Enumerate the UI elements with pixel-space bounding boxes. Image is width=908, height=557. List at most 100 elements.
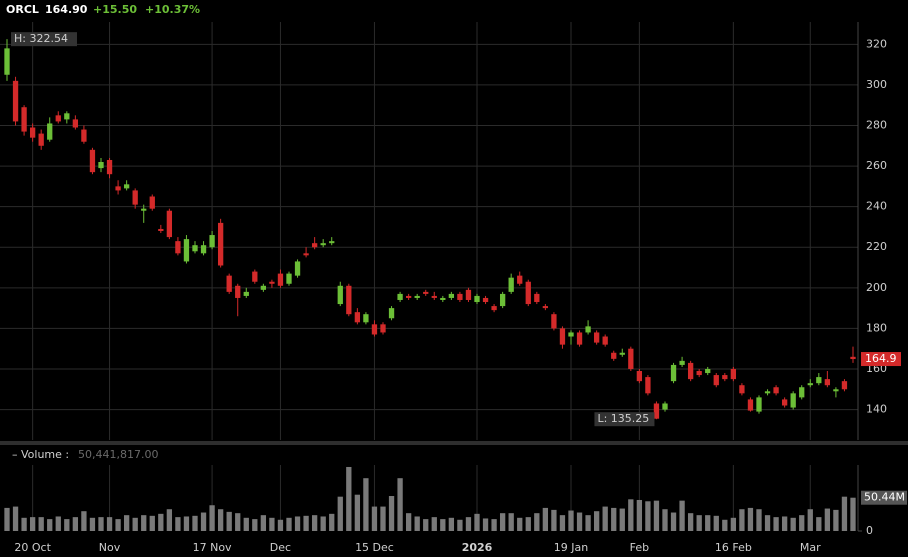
volume-title: – Volume : — [12, 448, 69, 461]
volume-bar — [824, 508, 831, 531]
volume-bar — [183, 516, 190, 531]
volume-bar — [209, 505, 215, 531]
candle-body — [679, 360, 685, 365]
symbol: ORCL — [6, 3, 39, 16]
candle-body — [713, 375, 719, 386]
volume-bar — [235, 513, 241, 531]
volume-bar — [260, 515, 267, 531]
volume-bar — [363, 478, 369, 531]
volume-bar — [81, 511, 87, 531]
volume-bar — [764, 515, 771, 531]
candle-body — [4, 48, 10, 75]
candle-body — [568, 332, 574, 337]
candle-body — [21, 107, 27, 132]
candle-body — [354, 312, 361, 323]
candle-body — [559, 328, 566, 345]
volume-bar — [311, 515, 318, 531]
volume-bar — [405, 513, 412, 531]
candle-body — [807, 383, 813, 386]
candle-body — [773, 387, 779, 394]
volume-bar — [499, 513, 506, 531]
volume-bar — [192, 515, 198, 531]
candle-body — [175, 241, 181, 254]
candle-body — [551, 314, 557, 329]
volume-bar — [72, 517, 79, 531]
candle-body — [799, 387, 805, 398]
volume-bar — [337, 496, 343, 531]
y-tick-label: 320 — [866, 37, 887, 50]
candle-body — [252, 271, 258, 282]
candle-body — [653, 403, 660, 419]
candle-body — [72, 119, 79, 128]
x-tick-label: 20 Oct — [14, 541, 51, 554]
candle-body — [841, 381, 848, 390]
volume-bar — [653, 500, 660, 531]
candle-body — [286, 273, 292, 284]
candle-body — [619, 352, 625, 355]
volume-bar — [303, 515, 309, 531]
volume-bar — [696, 515, 702, 531]
volume-bar — [47, 519, 53, 531]
volume-bar — [175, 517, 181, 531]
volume-bar — [799, 515, 805, 531]
volume-bar — [243, 517, 249, 531]
candle-body — [790, 393, 796, 408]
volume-bar — [149, 515, 155, 531]
candle-body — [388, 308, 395, 319]
volume-bar — [491, 519, 497, 531]
y-tick-label: 220 — [866, 240, 887, 253]
y-tick-label: 140 — [866, 403, 887, 416]
candle-body — [722, 375, 728, 380]
candle-body — [217, 222, 224, 266]
volume-bar — [4, 507, 10, 531]
volume-bar — [551, 509, 557, 531]
volume-bar — [474, 513, 480, 531]
y-tick-label: 300 — [866, 78, 887, 91]
volume-bar — [200, 512, 207, 531]
candle-body — [166, 210, 173, 238]
volume-bar — [645, 501, 651, 531]
candle-body — [38, 133, 44, 146]
volume-bar — [636, 499, 643, 531]
candle-body — [269, 281, 275, 284]
candle-body — [696, 371, 702, 376]
candle-body — [149, 196, 155, 209]
candle-body — [98, 162, 104, 169]
candle-body — [534, 293, 540, 303]
volume-bar — [568, 510, 574, 531]
volume-bar — [371, 506, 378, 531]
candle-body — [12, 80, 19, 122]
volume-bar — [687, 513, 694, 531]
volume-bar — [252, 519, 258, 531]
candle-body — [183, 239, 190, 262]
volume-bar — [602, 506, 608, 531]
volume-bar — [790, 517, 796, 531]
low-label: L: 135.25 — [597, 412, 649, 425]
candle-body — [363, 314, 369, 323]
volume-bar — [12, 506, 19, 531]
volume-bar — [89, 517, 96, 531]
candle-body — [380, 324, 386, 333]
candle-body — [764, 391, 771, 394]
volume-bar — [508, 513, 514, 531]
candle-body — [303, 253, 309, 256]
candle-body — [89, 149, 96, 173]
candle-body — [542, 306, 549, 309]
candle-body — [636, 371, 643, 382]
candle-body — [670, 364, 677, 382]
volume-tick-label: 0 — [866, 524, 873, 537]
change-pct: +10.37% — [145, 3, 200, 16]
volume-bar — [850, 497, 856, 531]
volume-bar — [816, 517, 822, 531]
volume-bar — [226, 511, 232, 531]
candle-body — [371, 324, 378, 335]
candle-body — [482, 297, 489, 303]
candle-body — [81, 129, 87, 142]
volume-bar — [431, 517, 437, 531]
candle-body — [499, 293, 506, 307]
volume-bar — [679, 500, 685, 531]
candle-body — [611, 352, 617, 359]
last-price-label: 164.9 — [865, 352, 897, 365]
volume-bar — [662, 509, 668, 531]
